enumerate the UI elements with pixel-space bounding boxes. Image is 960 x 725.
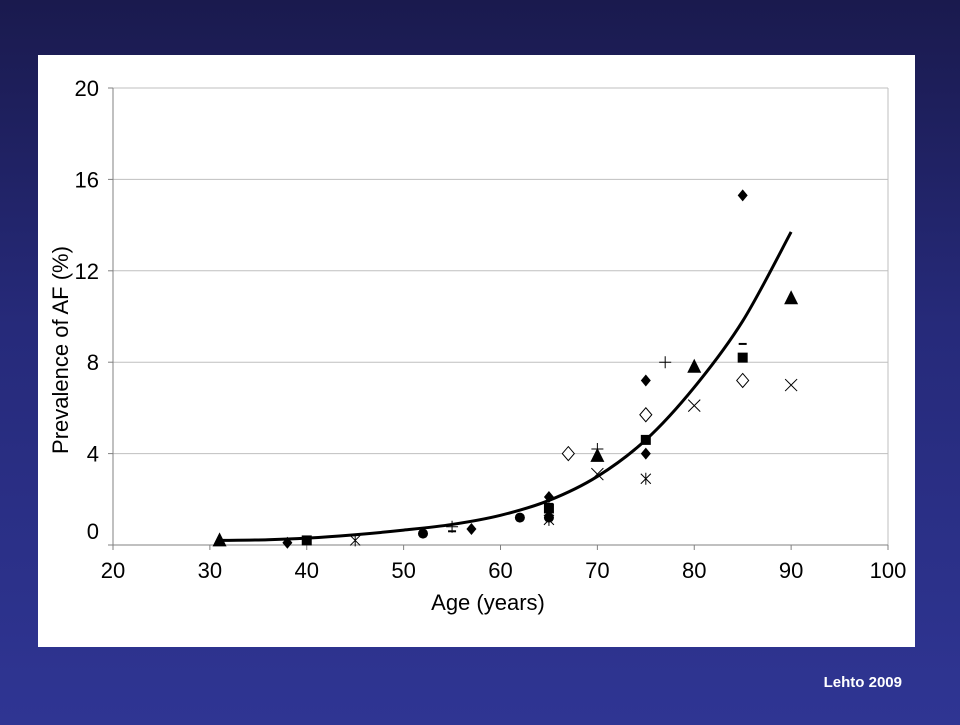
x-marker — [591, 467, 604, 481]
square-filled-marker — [737, 352, 748, 363]
diamond-open-marker — [736, 372, 750, 389]
gridlines — [113, 87, 889, 545]
asterisk-marker — [640, 472, 652, 485]
y-axis-title: Prevalence of AF (%) — [48, 246, 73, 454]
x-axis-title: Age (years) — [431, 590, 545, 615]
diamond-filled-marker — [543, 491, 554, 504]
trendline — [219, 231, 793, 542]
x-tick-label: 60 — [488, 558, 512, 583]
square-filled-marker — [543, 503, 554, 514]
y-tick-label: 4 — [87, 442, 99, 467]
x-tick-label: 40 — [295, 558, 319, 583]
y-tick-label: 16 — [75, 167, 99, 192]
diamond-open-marker — [639, 406, 653, 423]
diamond-open-marker — [561, 445, 575, 462]
asterisk-marker — [543, 513, 555, 526]
x-marker — [687, 399, 701, 412]
y-tick-label: 12 — [75, 259, 99, 284]
x-tick-label: 50 — [391, 558, 415, 583]
y-tick-label: 8 — [87, 350, 99, 375]
x-tick-label: 100 — [870, 558, 907, 583]
x-tick-label: 70 — [585, 558, 609, 583]
triangle-filled-marker — [212, 532, 227, 547]
x-tick-label: 20 — [101, 558, 125, 583]
x-tick-label: 90 — [779, 558, 803, 583]
citation-label: Lehto 2009 — [823, 674, 902, 691]
asterisk-marker — [349, 534, 361, 547]
plus-marker — [659, 356, 672, 369]
diamond-filled-marker — [640, 447, 651, 460]
x-tick-label: 80 — [682, 558, 706, 583]
circle-filled-marker — [418, 528, 428, 539]
tick-labels: 0 4 8 12 16 20 20 30 40 50 60 70 80 90 100 — [75, 76, 907, 583]
diamond-filled-marker — [466, 523, 477, 536]
y-tick-label: 20 — [75, 76, 99, 101]
chart-panel: 0 4 8 12 16 20 20 30 40 50 60 70 80 90 100 Age (years)… — [38, 55, 915, 647]
scatter-chart: 0 4 8 12 16 20 20 30 40 50 60 70 80 90 100 Age (years)… — [48, 76, 907, 615]
data-markers — [212, 189, 799, 549]
circle-filled-marker — [514, 512, 525, 523]
x-marker — [784, 378, 798, 392]
x-tick-label: 30 — [198, 558, 222, 583]
trendline-layer — [219, 231, 793, 542]
diamond-filled-marker — [737, 189, 748, 202]
diamond-filled-marker — [640, 374, 651, 387]
y-tick-label: 0 — [87, 519, 99, 544]
diamond-filled-marker — [282, 536, 293, 549]
square-filled-marker — [301, 535, 312, 546]
plus-marker — [591, 443, 604, 456]
square-filled-marker — [640, 434, 651, 445]
triangle-filled-marker — [687, 358, 702, 373]
triangle-filled-marker — [784, 290, 799, 305]
axes — [108, 87, 889, 550]
